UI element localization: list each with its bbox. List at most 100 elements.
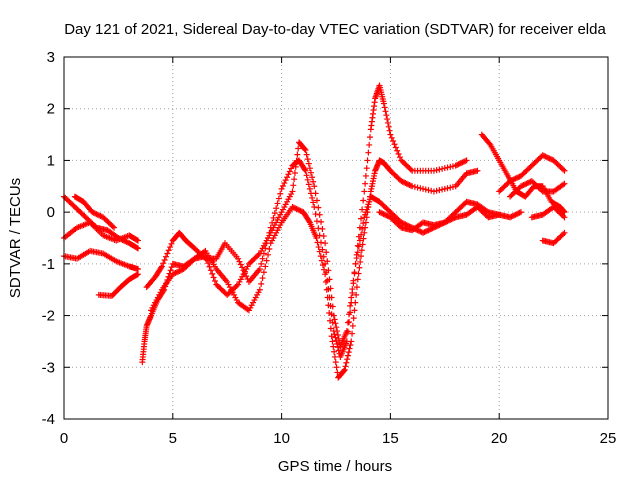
data-point	[318, 218, 325, 225]
data-point	[239, 264, 246, 271]
x-tick-label: 20	[491, 430, 508, 447]
data-point	[356, 264, 363, 271]
data-point	[455, 161, 462, 168]
data-point	[176, 267, 183, 274]
data-point	[561, 167, 568, 174]
data-point	[386, 127, 393, 134]
data-point	[303, 151, 310, 158]
data-point	[332, 320, 339, 327]
data-point	[509, 176, 516, 183]
data-point	[291, 170, 298, 177]
data-point	[383, 212, 390, 219]
data-point	[310, 178, 317, 185]
data-point	[512, 175, 519, 182]
data-point	[163, 253, 169, 260]
data-point	[325, 267, 332, 274]
data-point	[260, 269, 267, 276]
data-point	[334, 331, 341, 338]
data-point	[382, 108, 389, 115]
data-point	[270, 214, 277, 221]
data-point	[507, 178, 514, 185]
data-point	[207, 267, 214, 274]
data-point	[271, 210, 278, 217]
data-point	[323, 249, 330, 256]
data-point	[546, 155, 553, 162]
data-point	[351, 269, 358, 276]
data-point	[524, 180, 531, 187]
data-point	[291, 176, 298, 183]
data-point	[507, 214, 514, 221]
data-point	[394, 147, 401, 154]
data-point	[292, 163, 299, 170]
data-point	[333, 324, 340, 331]
data-point	[358, 253, 365, 260]
data-point	[301, 146, 308, 153]
data-point	[433, 167, 440, 174]
data-point	[92, 210, 99, 217]
data-point	[330, 312, 337, 319]
data-point	[538, 187, 545, 194]
series-track-13	[528, 203, 568, 221]
series-track-1	[61, 193, 141, 252]
data-point	[411, 183, 418, 190]
data-point	[441, 165, 448, 172]
data-point	[349, 330, 356, 337]
data-point	[172, 269, 179, 276]
data-point	[362, 172, 369, 179]
data-point	[309, 194, 316, 201]
data-point	[235, 255, 242, 262]
data-point	[303, 172, 310, 179]
data-point	[439, 186, 446, 193]
data-point	[560, 213, 567, 220]
data-point	[275, 195, 282, 202]
data-point	[384, 116, 391, 123]
data-point	[560, 181, 567, 188]
data-point	[134, 266, 141, 273]
data-point	[344, 319, 351, 326]
data-point	[175, 268, 182, 275]
data-points	[61, 82, 568, 381]
data-point	[436, 166, 443, 173]
data-point	[415, 227, 422, 234]
data-point	[430, 167, 437, 174]
data-point	[463, 157, 470, 164]
data-point	[167, 244, 174, 251]
data-point	[350, 277, 357, 284]
data-point	[322, 278, 329, 285]
data-point	[407, 182, 414, 189]
data-point	[331, 331, 338, 338]
data-point	[362, 180, 369, 187]
data-point	[362, 224, 369, 231]
data-point	[430, 188, 437, 195]
data-point	[343, 338, 350, 345]
data-point	[361, 188, 368, 195]
data-point	[171, 270, 178, 277]
data-point	[310, 199, 317, 206]
data-point	[523, 180, 530, 187]
data-point	[519, 182, 526, 189]
data-point	[258, 280, 265, 287]
data-point	[322, 240, 329, 247]
y-tick-label: 0	[47, 204, 55, 221]
data-point	[329, 338, 336, 345]
data-point	[273, 205, 280, 212]
data-point	[293, 205, 300, 212]
data-point	[302, 167, 309, 174]
data-point	[289, 188, 296, 195]
data-point	[474, 167, 481, 174]
data-point	[365, 149, 372, 156]
data-point	[168, 240, 175, 247]
data-point	[406, 181, 413, 188]
data-point	[97, 213, 104, 220]
data-point	[359, 241, 366, 248]
data-point	[417, 185, 424, 192]
data-point	[279, 182, 286, 189]
x-axis-label: GPS time / hours	[278, 458, 392, 475]
data-point	[422, 228, 429, 235]
data-point	[306, 218, 313, 225]
data-point	[417, 228, 424, 235]
data-point	[396, 154, 403, 161]
data-point	[177, 267, 184, 274]
data-point	[302, 147, 309, 154]
series-track-6	[139, 157, 481, 381]
